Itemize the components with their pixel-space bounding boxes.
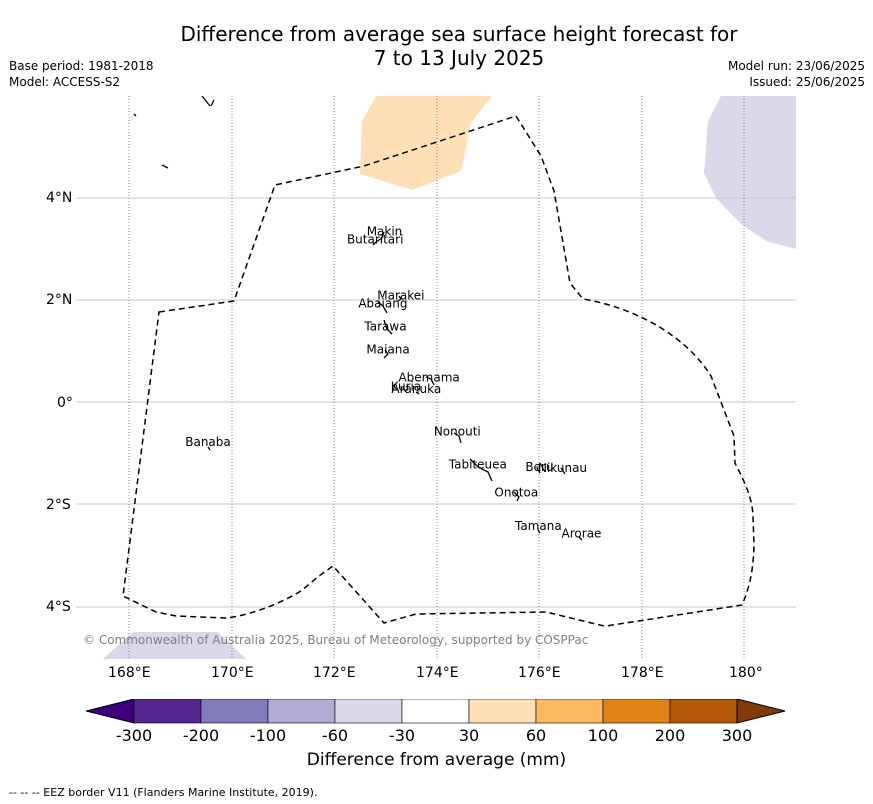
- colorbar-block-5: [401, 699, 470, 724]
- colorbar-block-8: [602, 699, 671, 724]
- colorbar-tick-2: -100: [250, 726, 286, 745]
- island-label-abemama: Abemama: [398, 371, 459, 385]
- longitude-gridlines: [128, 96, 745, 659]
- latitude-gridlines: [76, 197, 796, 608]
- colorbar-block-2: [200, 699, 269, 724]
- island-label-tarawa: Tarawa: [363, 319, 406, 333]
- eez-footnote: -- -- -- EEZ border V11 (Flanders Marine…: [9, 786, 318, 799]
- issued-text: Issued: 25/06/2025: [749, 75, 865, 89]
- island-label-kuria: Kuria: [391, 380, 422, 394]
- lon-tick-180: 180°: [729, 665, 763, 681]
- colorbar-tick-7: 100: [588, 726, 619, 745]
- model-run-text: Model run: 23/06/2025: [727, 59, 865, 73]
- island-label-butaritari: Butaritari: [347, 232, 404, 246]
- map-title: Difference from average sea surface heig…: [0, 22, 873, 70]
- island-label-tabiteuea: Tabiteuea: [448, 458, 507, 472]
- colorbar-blocks: [86, 699, 786, 724]
- island-label-tamana: Tamana: [514, 519, 562, 533]
- anomaly-positive-region: [360, 96, 492, 190]
- lat-tick-0: 0°: [57, 395, 73, 411]
- eez-border: [122, 115, 755, 627]
- island-label-nikunau: Nikunau: [538, 461, 587, 475]
- model-text: Model: ACCESS-S2: [9, 75, 121, 89]
- lon-tick-174e: 174°E: [416, 665, 459, 681]
- colorbar-tick-3: -60: [322, 726, 348, 745]
- island-shapes: [133, 96, 583, 541]
- colorbar-arrow-low: [86, 699, 135, 724]
- lon-tick-176e: 176°E: [518, 665, 561, 681]
- colorbar-tick-6: 60: [526, 726, 546, 745]
- lat-tick-4n: 4°N: [46, 190, 73, 206]
- meta-left: Base period: 1981-2018 Model: ACCESS-S2: [9, 58, 154, 90]
- colorbar-tick-labels: -300 -200 -100 -60 -30 30 60 100 200 300: [116, 726, 752, 745]
- island-label-beru: Beru: [525, 460, 553, 474]
- anomaly-negative-region-sw: [103, 632, 246, 659]
- colorbar-tick-8: 200: [655, 726, 686, 745]
- island-label-aranuka: Aranuka: [391, 382, 441, 396]
- colorbar-tick-1: -200: [183, 726, 219, 745]
- lat-tick-4s: 4°S: [46, 599, 71, 615]
- lat-tick-2s: 2°S: [46, 497, 71, 513]
- title-line-2: 7 to 13 July 2025: [373, 46, 545, 70]
- colorbar-tick-5: 30: [459, 726, 479, 745]
- colorbar-block-3: [267, 699, 336, 724]
- colorbar-tick-0: -300: [116, 726, 152, 745]
- lon-tick-172e: 172°E: [313, 665, 356, 681]
- lon-tick-170e: 170°E: [211, 665, 254, 681]
- island-label-nonouti: Nonouti: [434, 424, 481, 438]
- island-label-banaba: Banaba: [185, 435, 231, 449]
- copyright-text: © Commonwealth of Australia 2025, Bureau…: [83, 633, 588, 647]
- island-label-makin: Makin: [367, 225, 403, 239]
- colorbar-arrow-high: [736, 699, 786, 724]
- anomaly-negative-region-ne: [704, 96, 796, 249]
- lat-tick-2n: 2°N: [46, 292, 73, 308]
- meta-right: Model run: 23/06/2025 Issued: 25/06/2025: [728, 58, 865, 90]
- colorbar-tick-9: 300: [722, 726, 753, 745]
- colorbar: -300 -200 -100 -60 -30 30 60 100 200 300: [86, 699, 786, 745]
- colorbar-block-4: [334, 699, 403, 724]
- colorbar-title: Difference from average (mm): [306, 750, 567, 770]
- island-label-marakei: Marakei: [377, 289, 424, 303]
- colorbar-block-7: [535, 699, 604, 724]
- island-label-maiana: Maiana: [366, 342, 409, 356]
- base-period-text: Base period: 1981-2018: [9, 59, 154, 73]
- island-label-onotoa: Onotoa: [494, 486, 538, 500]
- colorbar-block-6: [468, 699, 537, 724]
- lon-tick-178e: 178°E: [621, 665, 664, 681]
- island-label-abaiang: Abaiang: [358, 296, 407, 310]
- colorbar-tick-4: -30: [389, 726, 415, 745]
- title-line-1: Difference from average sea surface heig…: [180, 22, 738, 46]
- island-label-arorae: Arorae: [562, 527, 602, 541]
- lon-tick-168e: 168°E: [108, 665, 151, 681]
- colorbar-block-9: [669, 699, 738, 724]
- colorbar-block-1: [133, 699, 202, 724]
